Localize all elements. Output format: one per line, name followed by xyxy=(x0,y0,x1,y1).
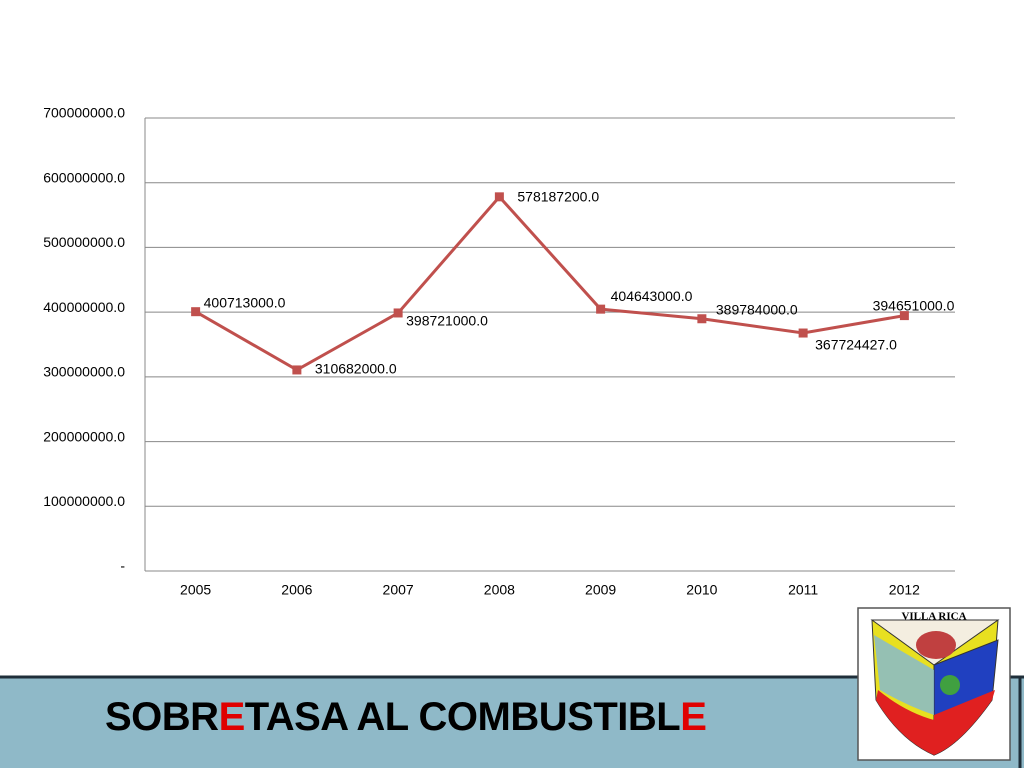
logo-emblem xyxy=(916,631,956,659)
y-tick-label: 600000000.0 xyxy=(43,169,125,185)
marker xyxy=(899,311,909,321)
marker xyxy=(596,304,606,314)
y-tick-label: 500000000.0 xyxy=(43,234,125,250)
y-tick-label: 300000000.0 xyxy=(43,364,125,380)
data-label: 398721000.0 xyxy=(406,313,488,329)
title-part: TASA AL COMBUSTIBL xyxy=(244,695,681,739)
x-tick-label: 2011 xyxy=(788,582,818,598)
slide-title: SOBRETASA AL COMBUSTIBLE xyxy=(105,695,707,740)
y-tick-label: 700000000.0 xyxy=(43,105,125,121)
x-tick-label: 2008 xyxy=(484,582,515,598)
x-tick-label: 2007 xyxy=(383,582,414,598)
logo-shield xyxy=(876,690,934,755)
y-tick-label: - xyxy=(120,558,125,574)
series-line xyxy=(194,194,905,372)
footer-band xyxy=(0,677,1024,768)
data-label: 394651000.0 xyxy=(873,297,955,313)
title-part: E xyxy=(218,695,246,739)
logo-text: VILLA RICA xyxy=(901,611,966,623)
x-tick-label: 2010 xyxy=(686,582,717,598)
marker xyxy=(191,307,201,317)
x-tick-label: 2012 xyxy=(889,582,920,598)
logo-emblem xyxy=(940,675,960,695)
logo: VILLA RICA xyxy=(857,607,1011,761)
marker xyxy=(798,328,808,338)
logo-shield xyxy=(934,690,995,755)
data-label: 389784000.0 xyxy=(716,301,798,317)
data-label: 578187200.0 xyxy=(517,189,599,205)
x-tick-label: 2006 xyxy=(281,582,312,598)
logo-shield xyxy=(874,635,934,715)
data-label: 310682000.0 xyxy=(315,361,397,377)
title-part: E xyxy=(680,695,707,739)
data-label: 404643000.0 xyxy=(611,288,693,304)
marker xyxy=(393,308,403,318)
y-tick-label: 200000000.0 xyxy=(43,428,125,444)
y-tick-label: 400000000.0 xyxy=(43,299,125,315)
x-tick-label: 2005 xyxy=(180,582,211,598)
x-tick-label: 2009 xyxy=(585,582,616,598)
title-part: SOBR xyxy=(105,695,219,739)
marker xyxy=(494,192,504,202)
data-label: 400713000.0 xyxy=(204,294,286,310)
marker xyxy=(292,365,302,375)
marker xyxy=(697,314,707,324)
plot: - 100000000.0 200000000.0 300000000.0 400000… xyxy=(43,105,955,598)
y-tick-label: 100000000.0 xyxy=(43,493,125,509)
data-label: 367724427.0 xyxy=(815,337,897,353)
